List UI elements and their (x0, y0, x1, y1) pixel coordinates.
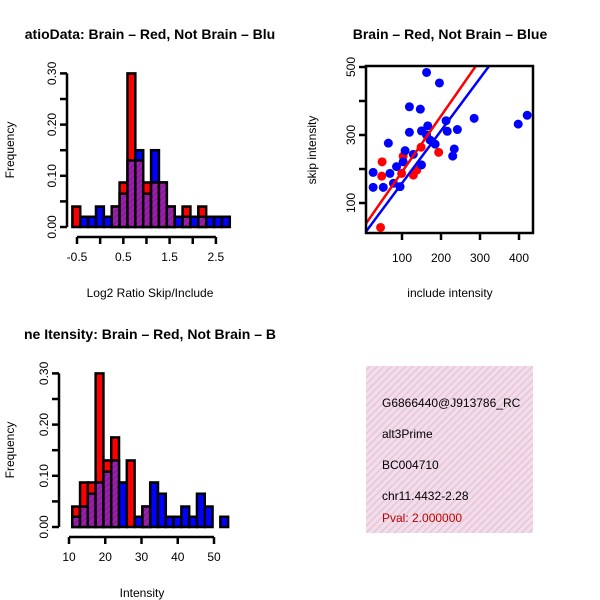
scatter-ylabel: skip intensity (305, 116, 319, 185)
ratio-histogram-title: atioData: Brain – Red, Not Brain – Blu (25, 26, 275, 42)
scatter-point-not-brain (434, 78, 444, 88)
scatter-point-not-brain (368, 167, 378, 177)
info-location: chr11.4432-2.28 (382, 489, 469, 503)
ratio-histogram-x-tick-label: 2.5 (208, 250, 225, 264)
intensity-histogram-xlabel: Intensity (120, 586, 165, 600)
scatter-y-tick-label: 100 (344, 193, 358, 213)
scatter-point-not-brain (448, 151, 458, 161)
info-pval: Pval: 2.000000 (382, 511, 462, 525)
fit-line-not-brain (366, 66, 491, 233)
scatter-point-not-brain (441, 116, 451, 126)
scatter-point-brain (434, 147, 444, 157)
intensity-histogram: ne Itensity: Brain – Red, Not Brain – B … (3, 326, 276, 600)
intensity-histogram-y-tick-label: 0.30 (37, 361, 51, 385)
intensity-histogram-ylabel: Frequency (3, 422, 17, 479)
info-accession: BC004710 (382, 458, 439, 472)
scatter-x-tick-label: 300 (470, 251, 490, 265)
scatter-frame (364, 64, 535, 235)
ratio-histogram-y-tick-label: 0.10 (45, 164, 59, 188)
scatter-point-not-brain (404, 102, 414, 112)
scatter-point-not-brain (522, 110, 532, 120)
intensity-histogram-x-tick-label: 40 (171, 550, 185, 564)
intensity-histogram-y-tick-label: 0.10 (37, 464, 51, 488)
scatter-point-not-brain (469, 113, 479, 123)
scatter-point-not-brain (422, 67, 432, 77)
ratio-histogram-y-tick-label: 0.20 (45, 113, 59, 137)
scatter-plot-area (366, 66, 532, 233)
scatter-point-not-brain (513, 119, 523, 129)
intensity-histogram-x-tick-label: 30 (135, 550, 149, 564)
intensity-histogram-x-tick-label: 20 (99, 550, 113, 564)
intensity-histogram-y-tick-label: 0.20 (37, 413, 51, 437)
scatter-point-not-brain (400, 146, 410, 156)
scatter-point-not-brain (398, 157, 408, 167)
intensity-histogram-bar-not-brain (203, 505, 214, 529)
intensity-histogram-x-tick-label: 50 (207, 550, 221, 564)
ratio-histogram-x-tick-label: 0.5 (115, 250, 132, 264)
intensity-histogram-bar-not-brain (156, 492, 168, 529)
ratio-histogram-bar-not-brain (220, 215, 232, 229)
scatter-point-not-brain (404, 127, 414, 137)
scatter-point-not-brain (392, 162, 402, 172)
intensity-histogram-y-tick-label: 0.00 (37, 515, 51, 539)
info-panel-background (366, 366, 533, 533)
scatter-point-not-brain (452, 125, 462, 135)
scatter-point-not-brain (385, 168, 395, 178)
scatter-x-tick-label: 100 (392, 251, 412, 265)
intensity-histogram-title: ne Itensity: Brain – Red, Not Brain – B (24, 326, 276, 342)
scatter-point-not-brain (442, 126, 452, 136)
info-event-type: alt3Prime (382, 427, 433, 441)
scatter-x-tick-label: 200 (431, 251, 451, 265)
ratio-histogram-y-tick-label: 0.00 (45, 215, 59, 239)
ratio-histogram-x-tick-label: 1.5 (161, 250, 178, 264)
ratio-histogram-x-tick-label: -0.5 (67, 250, 88, 264)
intensity-histogram-bar-brain (125, 459, 136, 529)
ratio-histogram-bar-overlap (157, 181, 169, 229)
intensity-histogram-x-tick-label: 10 (62, 550, 76, 564)
ratio-histogram: atioData: Brain – Red, Not Brain – Blu L… (3, 26, 275, 300)
scatter-y-tick-label: 500 (344, 57, 358, 77)
intensity-histogram-bar-not-brain (219, 515, 230, 529)
scatter-point-not-brain (449, 144, 459, 154)
info-panel: G6866440@J913786_RC alt3Prime BC004710 c… (366, 366, 533, 533)
ratio-histogram-ylabel: Frequency (3, 122, 17, 179)
scatter-point-not-brain (423, 121, 433, 131)
scatter-point-not-brain (415, 104, 425, 114)
scatter-point-not-brain (368, 182, 378, 192)
intensity-scatter: Brain – Red, Not Brain – Blue include in… (305, 26, 548, 300)
scatter-title: Brain – Red, Not Brain – Blue (353, 26, 548, 42)
fit-line-brain (366, 66, 478, 226)
info-id: G6866440@J913786_RC (382, 396, 521, 410)
scatter-point-not-brain (383, 138, 393, 148)
scatter-point-not-brain (417, 160, 426, 170)
scatter-y-tick-label: 300 (344, 125, 358, 145)
scatter-xlabel: include intensity (407, 286, 492, 300)
ratio-histogram-y-tick-label: 0.30 (45, 61, 59, 85)
scatter-point-brain (376, 222, 386, 232)
ratio-histogram-xlabel: Log2 Ratio Skip/Include (87, 286, 214, 300)
scatter-point-not-brain (378, 182, 388, 192)
scatter-x-tick-label: 400 (509, 251, 529, 265)
scatter-point-brain (377, 171, 387, 181)
scatter-point-brain (377, 157, 387, 167)
